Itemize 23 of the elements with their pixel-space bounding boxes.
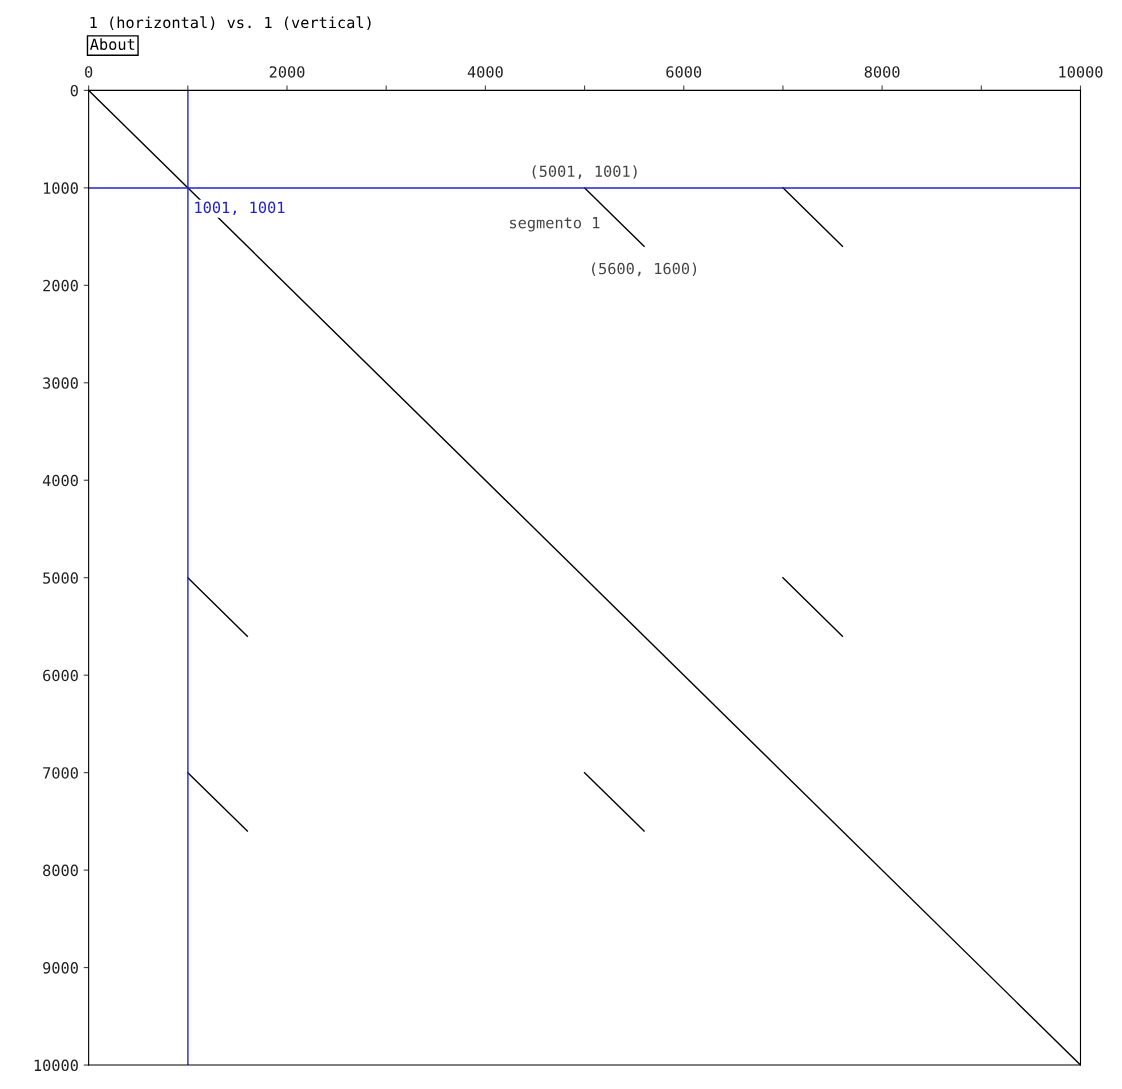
text: About (90, 38, 135, 51)
y-tick-label: 2000 (43, 279, 78, 292)
x-tick-label: 8000 (864, 66, 900, 78)
x-tick-label: 10000 (1059, 66, 1103, 78)
y-tick-label: 0 (70, 84, 78, 97)
x-tick-label: 4000 (467, 66, 503, 78)
y-tick-label: 1000 (43, 182, 78, 194)
chart-title: 1 (horizontal) vs. 1 (vertical) (90, 16, 371, 31)
x-tick-label: 6000 (666, 66, 702, 78)
annotation: segmento 1 (510, 217, 600, 232)
ref-line-label: 1001, 1001 (195, 201, 285, 216)
y-tick-label: 9000 (43, 962, 78, 974)
annotation: (5001, 1001) (532, 165, 637, 179)
y-tick-label: 5000 (43, 572, 78, 584)
x-tick-label: 0 (85, 66, 93, 78)
y-tick-label: 3000 (43, 377, 78, 389)
y-tick-label: 8000 (43, 864, 78, 877)
x-tick-label: 2000 (269, 66, 305, 78)
y-tick-label: 10000 (34, 1059, 78, 1072)
y-tick-label: 7000 (43, 767, 78, 779)
annotation: (5600, 1600) (592, 262, 697, 277)
y-tick-label: 4000 (42, 474, 78, 487)
y-tick-label: 6000 (43, 669, 78, 682)
